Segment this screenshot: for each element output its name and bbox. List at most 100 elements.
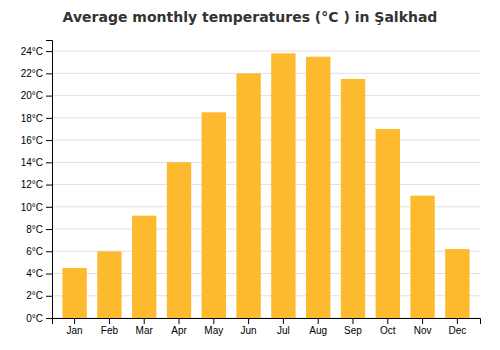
y-tick-label: 0°C <box>26 313 43 324</box>
bar <box>132 216 156 318</box>
x-tick: Mar <box>136 318 154 336</box>
bar <box>167 162 191 318</box>
bars <box>62 53 469 318</box>
x-tick-label: Mar <box>136 325 154 336</box>
bar <box>62 268 86 318</box>
y-tick-mark <box>46 251 52 252</box>
y-tick-mark <box>46 296 52 297</box>
y-tick-label: 10°C <box>21 202 43 213</box>
x-tick-mark <box>283 318 284 324</box>
x-tick-label: Sep <box>344 325 362 336</box>
y-tick: 0°C <box>26 313 52 324</box>
y-tick: 2°C <box>26 290 52 301</box>
y-tick-label: 20°C <box>21 90 43 101</box>
y-tick-label: 6°C <box>26 246 43 257</box>
grid-line <box>52 73 480 74</box>
bar <box>410 196 434 318</box>
y-tick: 20°C <box>21 90 52 101</box>
grid <box>52 51 480 318</box>
x-tick-mark <box>352 318 353 324</box>
grid-line <box>52 140 480 141</box>
x-tick-label: Jul <box>277 325 290 336</box>
bar <box>341 79 365 318</box>
y-tick: 18°C <box>21 113 52 124</box>
y-tick-label: 14°C <box>21 157 43 168</box>
bar <box>271 53 295 318</box>
x-tick: Jul <box>277 318 290 336</box>
y-tick-label: 2°C <box>26 290 43 301</box>
x-tick-label: Apr <box>171 325 187 336</box>
y-tick-mark <box>46 140 52 141</box>
x-tick-label: Feb <box>101 325 119 336</box>
x-tick: Feb <box>101 318 119 336</box>
y-tick-mark <box>46 73 52 74</box>
x-tick: May <box>204 318 223 336</box>
x-tick-mark <box>213 318 214 324</box>
y-tick-label: 12°C <box>21 179 43 190</box>
y-tick: 14°C <box>21 157 52 168</box>
x-tick-mark <box>457 318 458 324</box>
y-tick: 16°C <box>21 135 52 146</box>
y-tick-label: 16°C <box>21 135 43 146</box>
x-tick-mark <box>387 318 388 324</box>
y-tick-mark <box>46 162 52 163</box>
title: Average monthly temperatures (°C ) in Şa… <box>63 9 438 25</box>
y-tick: 6°C <box>26 246 52 257</box>
x-tick-label: Aug <box>309 325 327 336</box>
y-tick-mark <box>46 318 52 319</box>
x-tick-label: Jun <box>241 325 257 336</box>
x-tick: Apr <box>171 318 187 336</box>
x-tick: Dec <box>448 318 466 336</box>
x-tick: Sep <box>344 318 362 336</box>
x-tick-mark <box>74 318 75 324</box>
y-tick-mark <box>46 96 52 97</box>
x-tick-mark <box>179 318 180 324</box>
x-tick-mark <box>422 318 423 324</box>
x-tick: Jan <box>67 318 83 336</box>
x-tick-mark <box>318 318 319 324</box>
x-tick: Oct <box>380 318 396 336</box>
y-tick-mark <box>46 51 52 52</box>
chart: Jan Feb Mar Apr May Jun Jul Aug Sep Oct Nov Dec 0°C 2… <box>0 0 500 350</box>
x-tick-mark <box>144 318 145 324</box>
x-tick: Aug <box>309 318 327 336</box>
x-axis-line <box>53 319 481 325</box>
grid-line <box>52 117 480 118</box>
y-tick-mark <box>46 118 52 119</box>
grid-line <box>52 51 480 52</box>
bar <box>202 112 226 318</box>
y-tick: 24°C <box>21 46 52 57</box>
x-tick-label: May <box>204 325 223 336</box>
grid-line <box>52 95 480 96</box>
x-tick-label: Nov <box>414 325 432 336</box>
y-tick-mark <box>46 207 52 208</box>
y-tick-label: 22°C <box>21 68 43 79</box>
x-tick-mark <box>109 318 110 324</box>
x-tick: Jun <box>241 318 257 336</box>
y-tick-label: 24°C <box>21 46 43 57</box>
x-tick-label: Jan <box>67 325 83 336</box>
x-tick: Nov <box>414 318 432 336</box>
bar <box>306 57 330 318</box>
y-tick-mark <box>46 274 52 275</box>
y-axis: 0°C 2°C 4°C 6°C 8°C 10°C 12°C 14°C 16°C 18°C 20°C 2… <box>21 41 53 324</box>
y-tick-label: 8°C <box>26 224 43 235</box>
x-tick-label: Oct <box>380 325 396 336</box>
bar <box>97 251 121 318</box>
y-tick-mark <box>46 229 52 230</box>
y-tick-label: 4°C <box>26 268 43 279</box>
bar <box>376 129 400 318</box>
x-axis: Jan Feb Mar Apr May Jun Jul Aug Sep Oct Nov Dec <box>53 318 481 336</box>
y-tick: 4°C <box>26 268 52 279</box>
x-tick-label: Dec <box>448 325 466 336</box>
y-tick: 10°C <box>21 202 52 213</box>
y-axis-line <box>46 41 53 319</box>
y-tick: 22°C <box>21 68 52 79</box>
x-tick-mark <box>248 318 249 324</box>
y-tick-label: 18°C <box>21 113 43 124</box>
bar <box>445 249 469 318</box>
y-tick-mark <box>46 185 52 186</box>
grid-line <box>52 184 480 185</box>
y-tick: 8°C <box>26 224 52 235</box>
y-tick: 12°C <box>21 179 52 190</box>
